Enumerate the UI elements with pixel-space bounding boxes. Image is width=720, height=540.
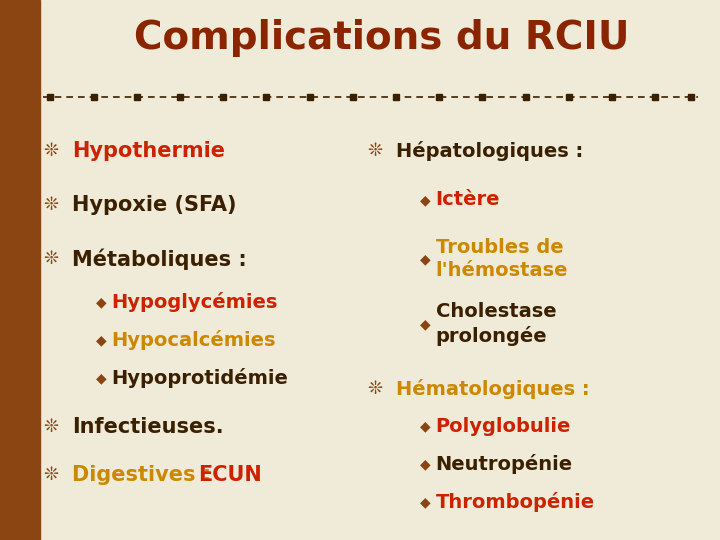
- Text: Hépatologiques :: Hépatologiques :: [396, 141, 583, 161]
- Bar: [0, 0, 40, 540]
- Text: Hypoprotidémie: Hypoprotidémie: [112, 368, 289, 388]
- Text: ❊: ❊: [42, 250, 58, 268]
- Text: ❊: ❊: [366, 380, 382, 398]
- Text: ❊: ❊: [42, 466, 58, 484]
- Text: Hypocalcémies: Hypocalcémies: [112, 330, 276, 350]
- Text: ❊: ❊: [42, 417, 58, 436]
- Text: Métaboliques :: Métaboliques :: [72, 248, 247, 270]
- Text: ◆: ◆: [96, 295, 106, 309]
- Text: ◆: ◆: [96, 333, 106, 347]
- Text: Polyglobulie: Polyglobulie: [436, 417, 571, 436]
- Text: ❊: ❊: [366, 142, 382, 160]
- Text: ❊: ❊: [42, 196, 58, 214]
- Text: ◆: ◆: [420, 495, 430, 509]
- Text: ❊: ❊: [42, 142, 58, 160]
- Text: Troubles de
l'hémostase: Troubles de l'hémostase: [436, 238, 568, 280]
- Text: ECUN: ECUN: [198, 465, 262, 485]
- Text: ◆: ◆: [420, 457, 430, 471]
- Text: Digestives :: Digestives :: [72, 465, 225, 485]
- Text: Hypoxie (SFA): Hypoxie (SFA): [72, 195, 236, 215]
- Text: Cholestase
prolongée: Cholestase prolongée: [436, 302, 557, 346]
- Text: Infectieuses.: Infectieuses.: [72, 416, 224, 437]
- Text: ◆: ◆: [420, 317, 430, 331]
- Text: Ictère: Ictère: [436, 190, 500, 210]
- Text: ◆: ◆: [420, 193, 430, 207]
- Text: Thrombopénie: Thrombopénie: [436, 492, 595, 512]
- Text: ◆: ◆: [420, 420, 430, 434]
- Text: ◆: ◆: [96, 371, 106, 385]
- Text: Hématologiques :: Hématologiques :: [396, 379, 590, 399]
- Text: Hypoglycémies: Hypoglycémies: [112, 292, 278, 313]
- Text: ◆: ◆: [420, 252, 430, 266]
- Text: Complications du RCIU: Complications du RCIU: [134, 19, 629, 57]
- Text: Neutropénie: Neutropénie: [436, 454, 572, 475]
- Text: Hypothermie: Hypothermie: [72, 141, 225, 161]
